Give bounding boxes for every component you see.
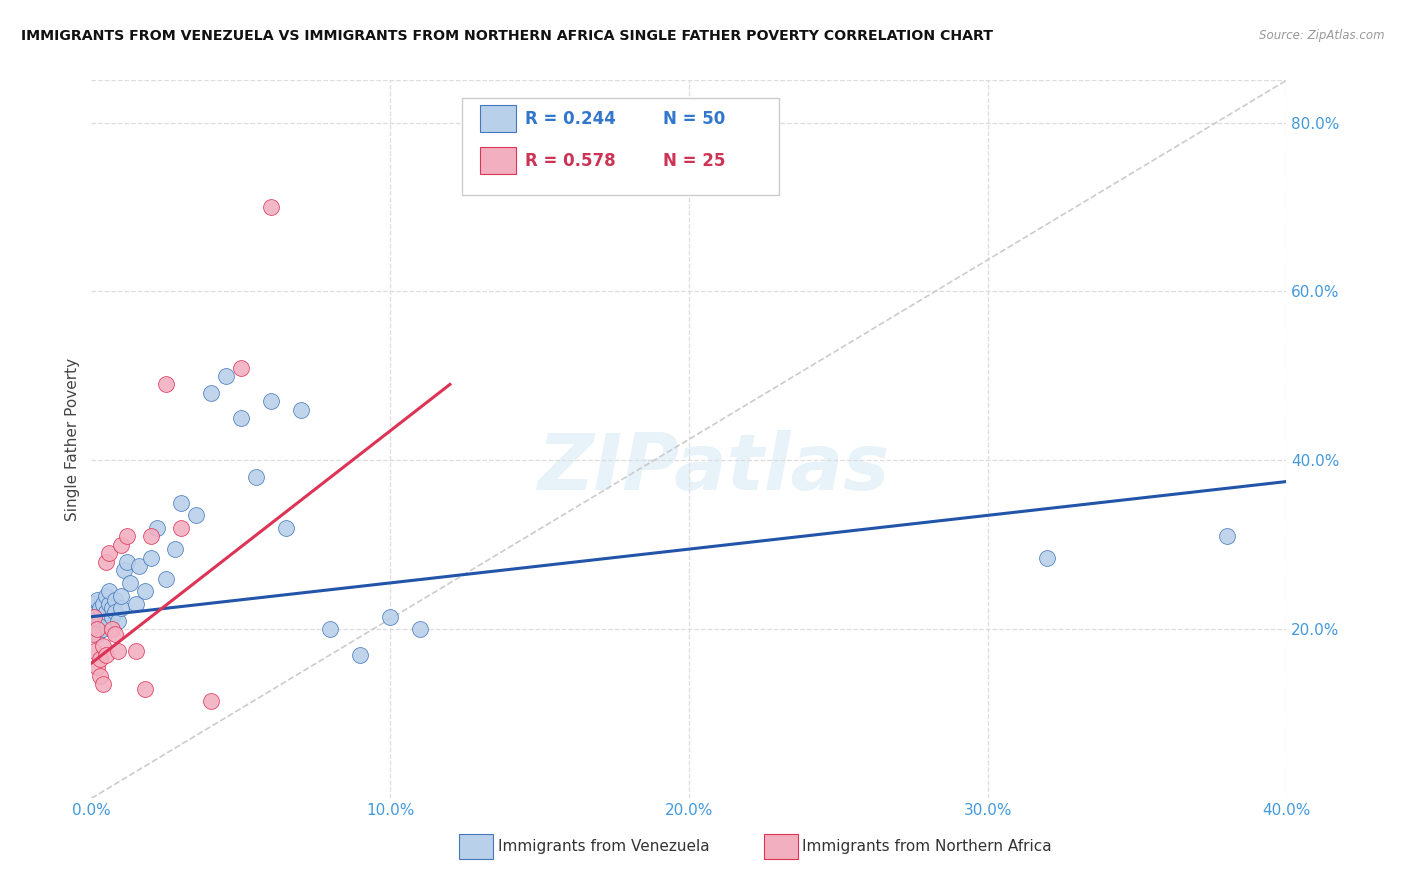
Point	[93, 623, 115, 637]
Point	[259, 200, 281, 214]
Point	[110, 538, 132, 552]
Point	[82, 609, 104, 624]
Point	[96, 648, 118, 662]
Point	[184, 508, 207, 523]
FancyBboxPatch shape	[479, 105, 516, 132]
Point	[125, 643, 148, 657]
Point	[83, 609, 105, 624]
Point	[170, 496, 193, 510]
Point	[83, 623, 105, 637]
FancyBboxPatch shape	[765, 834, 797, 859]
Point	[89, 609, 111, 624]
Point	[83, 601, 105, 615]
Point	[96, 606, 118, 620]
Point	[120, 576, 142, 591]
Point	[83, 597, 105, 611]
Text: R = 0.244: R = 0.244	[526, 110, 616, 128]
Point	[115, 529, 138, 543]
Text: N = 25: N = 25	[662, 152, 725, 169]
Point	[86, 614, 108, 628]
Point	[141, 550, 163, 565]
Point	[89, 652, 111, 666]
Point	[98, 546, 121, 560]
Point	[101, 601, 124, 615]
Text: N = 50: N = 50	[662, 110, 725, 128]
FancyBboxPatch shape	[460, 834, 494, 859]
Point	[245, 470, 267, 484]
Point	[107, 643, 129, 657]
Y-axis label: Single Father Poverty: Single Father Poverty	[65, 358, 80, 521]
Point	[89, 601, 111, 615]
Point	[1216, 529, 1239, 543]
Point	[101, 609, 124, 624]
Point	[259, 394, 281, 409]
FancyBboxPatch shape	[461, 98, 779, 195]
Point	[200, 694, 222, 708]
Point	[141, 529, 163, 543]
Point	[96, 555, 118, 569]
Point	[274, 521, 297, 535]
Text: ZIPatlas: ZIPatlas	[537, 430, 889, 506]
Point	[146, 521, 169, 535]
Point	[155, 572, 177, 586]
Point	[155, 377, 177, 392]
Point	[128, 559, 150, 574]
Point	[96, 614, 118, 628]
Point	[409, 623, 432, 637]
Point	[89, 669, 111, 683]
Point	[89, 618, 111, 632]
Point	[86, 606, 108, 620]
Point	[115, 555, 138, 569]
Point	[229, 360, 252, 375]
Point	[93, 640, 115, 654]
Text: Immigrants from Northern Africa: Immigrants from Northern Africa	[803, 839, 1052, 854]
Point	[101, 623, 124, 637]
Point	[86, 626, 108, 640]
Point	[1036, 550, 1059, 565]
Text: Immigrants from Venezuela: Immigrants from Venezuela	[498, 839, 710, 854]
Text: Source: ZipAtlas.com: Source: ZipAtlas.com	[1260, 29, 1385, 42]
Point	[215, 368, 238, 383]
Point	[86, 592, 108, 607]
Point	[380, 609, 402, 624]
Point	[125, 597, 148, 611]
Point	[93, 677, 115, 691]
Point	[104, 606, 127, 620]
Point	[200, 385, 222, 400]
Point	[86, 623, 108, 637]
Point	[82, 626, 104, 640]
Point	[110, 589, 132, 603]
Point	[110, 601, 132, 615]
Point	[98, 597, 121, 611]
Point	[134, 584, 156, 599]
Point	[290, 402, 312, 417]
Point	[163, 542, 186, 557]
Point	[104, 592, 127, 607]
Point	[98, 584, 121, 599]
Point	[170, 521, 193, 535]
Point	[104, 626, 127, 640]
FancyBboxPatch shape	[479, 147, 516, 174]
Point	[349, 648, 371, 662]
Point	[86, 660, 108, 674]
Point	[112, 563, 135, 577]
Point	[93, 597, 115, 611]
Point	[83, 643, 105, 657]
Point	[229, 411, 252, 425]
Point	[96, 589, 118, 603]
Text: IMMIGRANTS FROM VENEZUELA VS IMMIGRANTS FROM NORTHERN AFRICA SINGLE FATHER POVER: IMMIGRANTS FROM VENEZUELA VS IMMIGRANTS …	[21, 29, 993, 43]
Text: R = 0.578: R = 0.578	[526, 152, 616, 169]
Point	[319, 623, 342, 637]
Point	[107, 614, 129, 628]
Point	[134, 681, 156, 696]
